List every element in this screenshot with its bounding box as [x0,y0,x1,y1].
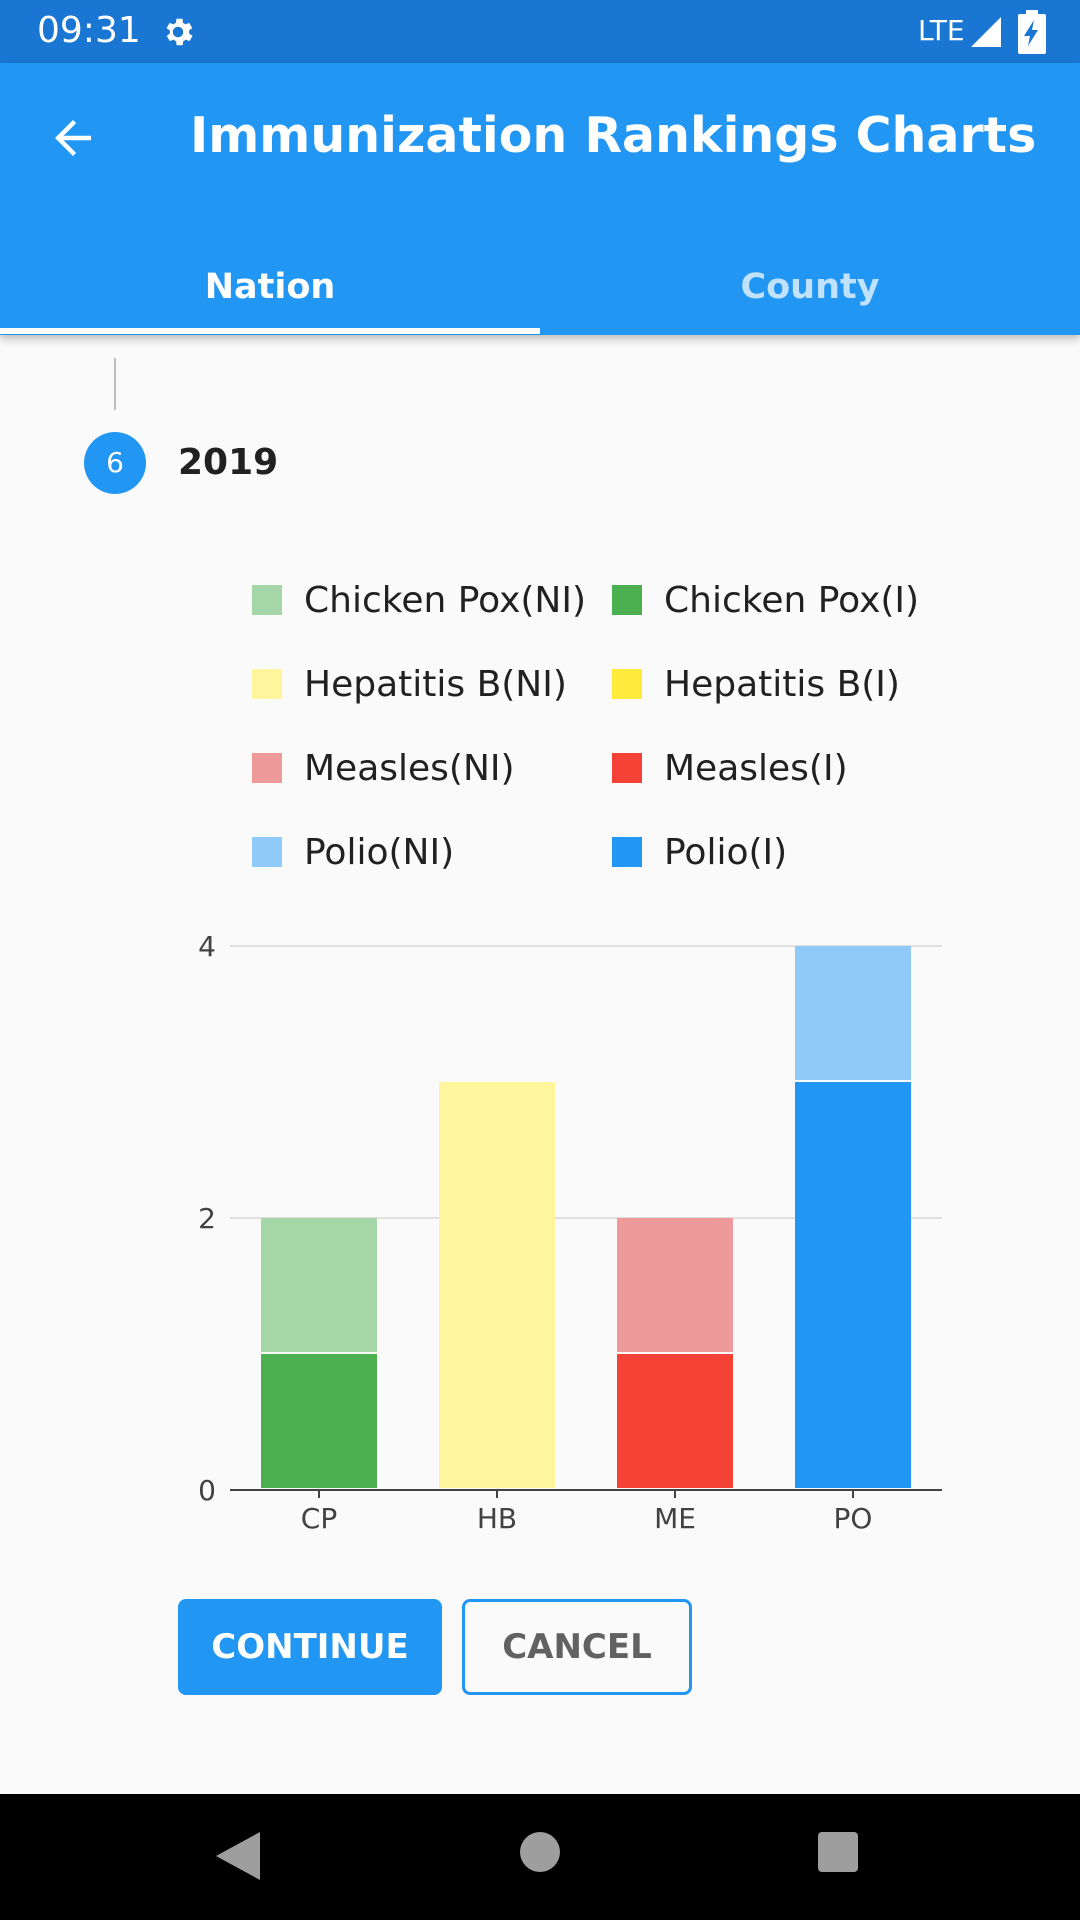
continue-button[interactable]: CONTINUE [178,1599,442,1695]
app-bar: Immunization Rankings Charts Nation Coun… [0,63,1080,335]
x-tick-label: HB [477,1502,517,1535]
page-title: Immunization Rankings Charts [190,107,1037,164]
legend-label: Measles(NI) [304,747,515,789]
legend-swatch [612,837,642,867]
status-time: 09:31 [37,10,141,51]
legend-item: Polio(I) [612,828,787,876]
legend-item: Measles(I) [612,744,848,792]
battery-charging-icon [1018,10,1046,54]
legend-item: Chicken Pox(I) [612,576,919,624]
x-tick-label: ME [654,1502,696,1535]
legend-swatch [252,837,282,867]
bar-segment [617,1218,733,1352]
tab-county[interactable]: County [740,267,880,307]
legend-label: Polio(I) [664,831,788,873]
nav-home-icon[interactable] [520,1832,560,1872]
bar-segment [261,1218,377,1352]
legend-swatch [252,669,282,699]
legend-swatch [252,753,282,783]
y-tick-label: 4 [198,930,216,963]
tab-nation[interactable]: Nation [204,267,336,307]
bar-segment [261,1354,377,1488]
nav-back-icon[interactable] [216,1832,260,1880]
legend-label: Hepatitis B(NI) [304,663,567,705]
legend-swatch [252,585,282,615]
legend-item: Hepatitis B(I) [612,660,900,708]
legend-label: Measles(I) [664,747,848,789]
tab-indicator [0,328,540,334]
network-type-label: LTE [918,14,965,47]
bar-segment [617,1354,733,1488]
legend-swatch [612,585,642,615]
step-title[interactable]: 2019 [178,442,279,483]
y-tick-label: 0 [198,1474,216,1507]
nav-recents-icon[interactable] [818,1832,858,1872]
bar-segment [795,1082,911,1488]
gear-icon [166,18,193,46]
legend-label: Polio(NI) [304,831,455,873]
bar-segment [795,946,911,1080]
cancel-button[interactable]: CANCEL [462,1599,692,1695]
legend-swatch [612,669,642,699]
legend-swatch [612,753,642,783]
signal-icon [971,17,1001,47]
x-tick-label: PO [834,1502,873,1535]
legend-item: Polio(NI) [252,828,454,876]
legend-item: Measles(NI) [252,744,515,792]
legend-item: Hepatitis B(NI) [252,660,567,708]
legend-label: Chicken Pox(NI) [304,579,587,621]
bar-segment [439,1082,555,1488]
legend-item: Chicken Pox(NI) [252,576,586,624]
stacked-bar-chart: 0 2 4 CP HB ME PO [198,930,942,1535]
y-tick-label: 2 [198,1202,216,1235]
legend-label: Chicken Pox(I) [664,579,920,621]
status-bar: 09:31 LTE [0,0,1080,63]
x-tick-label: CP [301,1502,337,1535]
step-number-badge[interactable]: 6 [84,432,146,494]
back-arrow-icon[interactable] [46,111,100,165]
legend-label: Hepatitis B(I) [664,663,900,705]
navigation-bar [0,1794,1080,1920]
stepper-connector [114,358,116,410]
